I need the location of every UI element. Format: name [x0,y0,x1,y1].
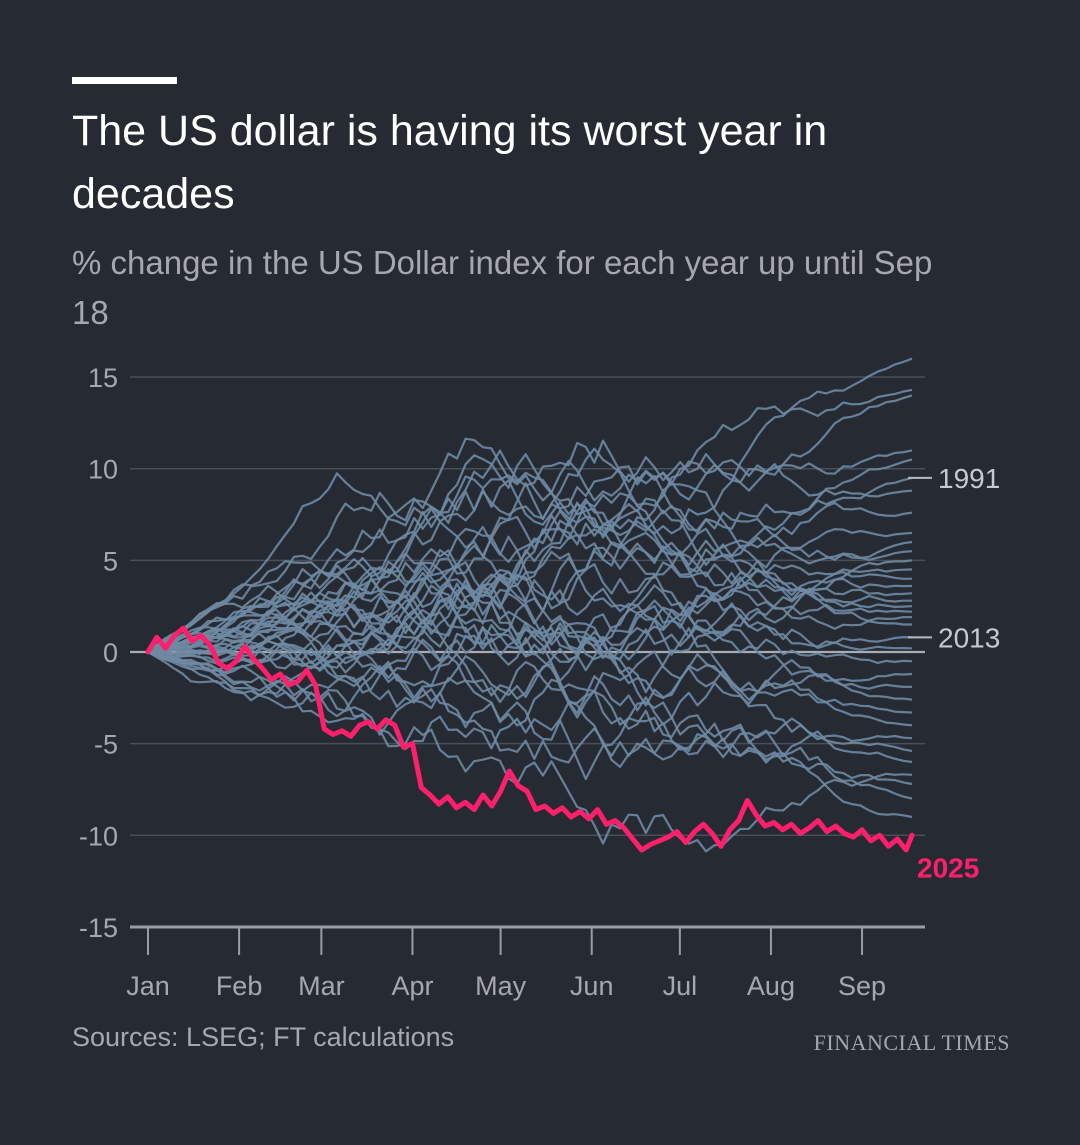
y-tick-label: 15 [88,363,118,393]
historical-series [147,357,913,853]
history-series-line [147,357,913,653]
history-series-line [147,474,913,654]
history-series-line [147,388,913,653]
history-series-line [147,609,913,700]
x-tick-label: Jul [663,971,698,1001]
history-series-line [147,584,913,672]
history-series-line [147,589,913,670]
source-note: Sources: LSEG; FT calculations [72,1022,455,1052]
x-tick-label: Feb [216,971,263,1001]
x-tick-label: Jun [570,971,614,1001]
history-series-line [147,472,913,653]
history-series-line [147,463,913,654]
y-tick-label: 5 [103,546,118,576]
history-series-line [147,561,913,658]
history-series-line [147,608,913,701]
history-series-line [147,590,912,654]
y-tick-label: -5 [94,730,118,760]
y-tick-label: -10 [79,821,118,851]
history-series-line [147,514,913,654]
y-tick-label: -15 [79,913,118,943]
series-label-2013: 2013 [938,622,1000,653]
y-tick-label: 0 [103,638,118,668]
title-accent-bar [72,77,177,84]
history-series-line [147,650,913,853]
series-2025-line [145,625,915,853]
history-series-line [147,626,913,819]
history-series-line [147,394,913,653]
history-series-line [147,583,913,764]
x-tick-label: Apr [391,971,433,1001]
history-series-line [147,650,913,751]
series-label-2025: 2025 [917,852,979,883]
x-tick-label: Jan [126,971,170,1001]
history-series-line [147,599,913,704]
chart-title: The US dollar is having its worst year i… [72,107,828,218]
x-tick-label: Mar [298,971,345,1001]
history-series-line [147,453,913,653]
x-tick-label: Aug [747,971,795,1001]
history-series-line [147,651,913,800]
x-tick-label: May [475,971,527,1001]
series-labels: 1991 2013 2025 [908,463,1000,883]
series-label-1991: 1991 [938,463,1000,494]
highlight-series [145,625,915,853]
publisher-logo: FINANCIAL TIMES [813,1030,1010,1055]
y-tick-label: 10 [88,455,118,485]
axes: 15 10 5 0 -5 -10 -15 Jan Feb Mar Apr May Jun Jul Aug Se… [79,363,886,1001]
history-series-line [147,649,913,759]
x-tick-label: Sep [838,971,886,1001]
history-series-line [147,579,913,714]
chart-subtitle: % change in the US Dollar index for each… [72,244,933,331]
